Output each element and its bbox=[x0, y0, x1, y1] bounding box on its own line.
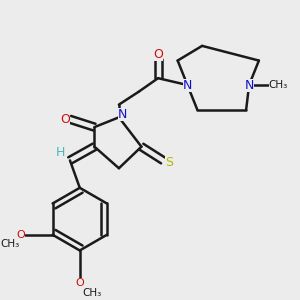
Text: N: N bbox=[118, 108, 128, 121]
Text: S: S bbox=[165, 156, 173, 169]
Text: O: O bbox=[75, 278, 84, 288]
Text: O: O bbox=[16, 230, 25, 240]
Text: CH₃: CH₃ bbox=[82, 287, 101, 298]
Text: O: O bbox=[60, 113, 70, 126]
Text: CH₃: CH₃ bbox=[269, 80, 288, 90]
Text: O: O bbox=[153, 48, 163, 61]
Text: N: N bbox=[244, 79, 254, 92]
Text: H: H bbox=[56, 146, 65, 159]
Text: CH₃: CH₃ bbox=[0, 238, 19, 249]
Text: N: N bbox=[183, 79, 192, 92]
